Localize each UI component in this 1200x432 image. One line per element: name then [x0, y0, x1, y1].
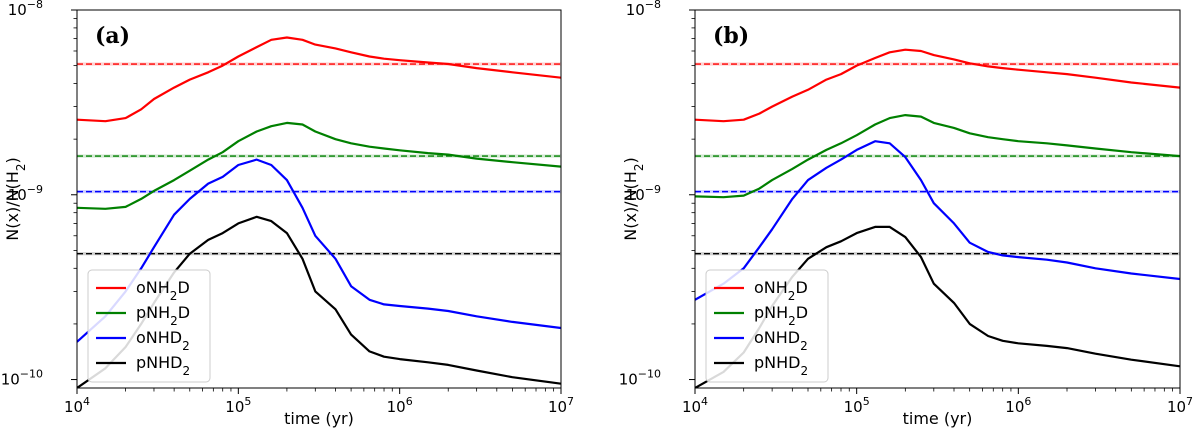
legend-entry: oNH2D [136, 278, 190, 303]
observed-band [695, 252, 1180, 256]
series-line [77, 158, 561, 343]
legend-entry: pNHD2 [136, 353, 190, 378]
x-tick-label: 104 [682, 395, 708, 416]
x-axis-label: time (yr) [284, 409, 354, 428]
observed-band [77, 154, 561, 158]
x-axis-label: time (yr) [903, 409, 973, 428]
x-tick-label: 104 [64, 395, 90, 416]
x-tick-label: 107 [548, 395, 574, 416]
axes-frame [694, 9, 1181, 389]
observed-band [77, 62, 561, 66]
observed-band [77, 252, 561, 256]
series-line [695, 48, 1180, 123]
legend-entry: pNH2D [136, 303, 190, 328]
x-tick-label: 107 [1167, 395, 1193, 416]
series-line [77, 36, 561, 123]
y-tick-label: 10−9 [626, 183, 661, 204]
legend-entry: oNH2D [754, 278, 808, 303]
y-tick-label: 10−10 [1, 368, 43, 389]
panel-label: (b) [713, 23, 749, 49]
series-line [695, 140, 1180, 301]
series-line [77, 121, 561, 210]
legend-entry: oNHD2 [136, 328, 190, 353]
observed-band [77, 190, 561, 194]
chart-panel-a: 104 105 106 107 10−10 10−9 10−8 (a) time (yr) N(x… [1, 0, 574, 428]
legend-entry: pNHD2 [754, 353, 808, 378]
axes-frame [76, 9, 562, 389]
x-tick-label: 106 [1005, 395, 1031, 416]
observed-band [695, 190, 1180, 194]
y-axis-label: N(x)/N(H2) [621, 157, 646, 240]
legend-box [705, 269, 829, 383]
y-axis-label: N(x)/N(H2) [3, 157, 28, 240]
y-tick-label: 10−10 [619, 368, 661, 389]
y-tick-label: 10−9 [8, 183, 43, 204]
series-line [695, 113, 1180, 199]
panel-label: (a) [95, 23, 130, 49]
y-tick-label: 10−8 [626, 0, 661, 19]
legend-entry: oNHD2 [754, 328, 808, 353]
y-tick-label: 10−8 [8, 0, 43, 19]
legend-entry: pNH2D [754, 303, 808, 328]
observed-band [695, 154, 1180, 158]
x-tick-label: 105 [844, 395, 870, 416]
legend-box [87, 269, 211, 383]
x-tick-label: 106 [387, 395, 413, 416]
x-tick-label: 105 [225, 395, 251, 416]
observed-band [695, 62, 1180, 66]
chart-panel-b: 104 105 106 107 10−10 10−9 10−8 (b) time (yr) N(x… [619, 0, 1193, 428]
